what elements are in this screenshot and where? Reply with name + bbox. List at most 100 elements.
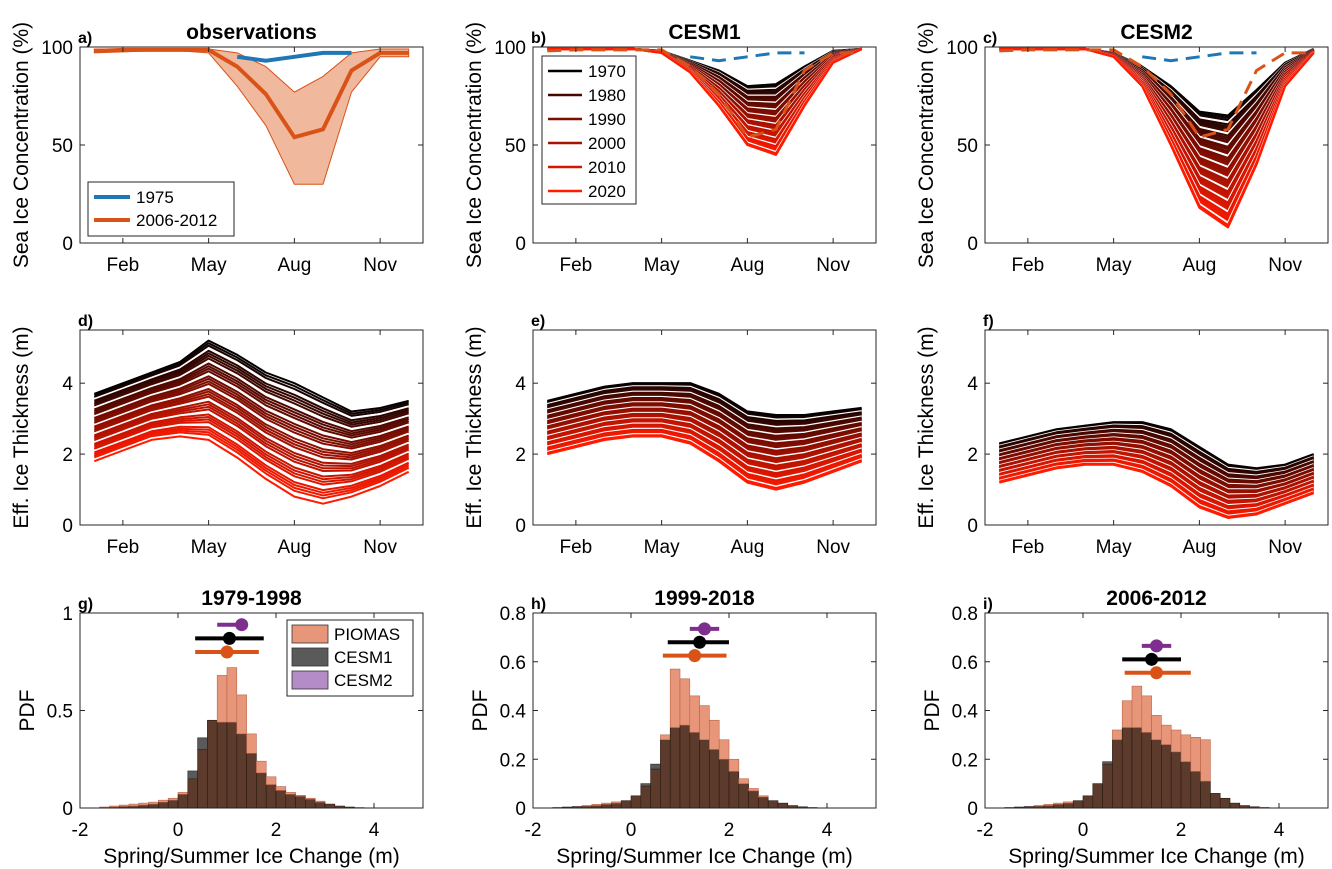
y-tick-label: 2 (967, 445, 978, 466)
hist-overlap-bar (630, 795, 642, 808)
hist-overlap-bar (660, 739, 671, 808)
hist-piomas-bar (1053, 802, 1064, 805)
panel-b: Feb May Aug Nov 0 50 100 CESM1 b) Sea Ice Concent… (463, 21, 877, 276)
hist-overlap-bar (216, 721, 228, 808)
ensemble-line-1986 (93, 357, 409, 428)
hist-overlap-bar (207, 719, 218, 808)
ensemble-line-2006 (93, 408, 410, 472)
hist-piomas-bar (1170, 729, 1182, 753)
hist-piomas-bar (1190, 737, 1201, 772)
y-axis-label: Eff. Ice Thickness (m) (10, 326, 33, 528)
hist-piomas-bar (660, 734, 671, 741)
hist-cesm1-bar (640, 783, 651, 787)
hist-overlap-bar (1161, 744, 1172, 808)
y-tick-label: 1 (62, 604, 73, 625)
ensemble-line-1999 (93, 390, 410, 457)
ensemble-line-2005 (93, 405, 410, 470)
y-axis-label: Sea Ice Concentration (%) (463, 22, 486, 268)
hist-piomas-bar (709, 719, 720, 750)
y-tick-label: 4 (967, 374, 978, 395)
hist-piomas-bar (738, 778, 749, 784)
x-tick-label: Feb (107, 537, 140, 558)
y-tick-label: 4 (515, 374, 526, 395)
x-tick-label: May (644, 537, 680, 558)
y-axis-label: Eff. Ice Thickness (m) (915, 326, 938, 528)
ensemble-line-1995 (93, 380, 410, 448)
ensemble-line-1987 (93, 360, 409, 430)
legend-label: 2020 (588, 182, 626, 201)
legend-box (541, 55, 637, 205)
ensemble-line-2015 (93, 429, 410, 497)
x-tick-label: May (1096, 255, 1132, 276)
x-tick-label: 2 (1176, 820, 1187, 841)
x-tick-label: Feb (1012, 537, 1045, 558)
ensemble-line-1998 (93, 388, 410, 454)
x-tick-label: Aug (277, 537, 311, 558)
hist-overlap-bar (1200, 780, 1211, 808)
panel-title: CESM2 (1120, 21, 1192, 44)
ensemble-line-2008 (93, 413, 410, 478)
legend-label: 2000 (588, 134, 626, 153)
y-tick-label: 0 (967, 799, 978, 820)
hist-piomas-bar (748, 788, 759, 792)
hist-piomas-bar (1043, 804, 1054, 806)
x-tick-label: May (191, 255, 227, 276)
hist-overlap-bar (1151, 739, 1162, 808)
panel-label: b) (531, 30, 546, 47)
y-tick-label: 0.6 (952, 653, 978, 674)
ensemble-line-1982 (93, 347, 409, 420)
hist-piomas-bar (314, 800, 326, 803)
hist-overlap-bar (718, 758, 730, 808)
y-tick-label: 0 (515, 799, 526, 820)
hist-overlap-bar (1229, 802, 1241, 808)
ensemble-line-1994 (93, 377, 410, 446)
y-tick-label: 100 (946, 38, 978, 59)
y-tick-label: 50 (957, 136, 978, 157)
x-tick-label: 0 (626, 820, 637, 841)
y-tick-label: 0 (515, 516, 526, 537)
x-tick-label: May (1096, 537, 1132, 558)
hist-overlap-bar (669, 727, 681, 808)
y-tick-label: 100 (41, 38, 73, 59)
y-tick-label: 0 (62, 234, 73, 255)
ensemble-line-1989 (93, 365, 409, 435)
reference-1975-dashed (689, 51, 805, 63)
ensemble-line-1993 (93, 375, 410, 444)
hist-overlap-bar (1190, 771, 1201, 808)
mean-marker-piomas (688, 649, 702, 663)
hist-piomas-bar (611, 801, 622, 804)
x-tick-label: May (644, 255, 680, 276)
hist-overlap-bar (1072, 800, 1084, 808)
hist-piomas-bar (275, 786, 287, 791)
y-tick-label: 0.8 (952, 604, 978, 625)
hist-overlap-bar (1219, 797, 1231, 808)
hist-piomas-bar (226, 667, 238, 723)
hist-overlap-bar (187, 778, 198, 808)
hist-overlap-bar (1053, 804, 1064, 808)
hist-overlap-bar (1082, 795, 1094, 808)
hist-overlap-bar (601, 804, 612, 808)
x-tick-label: 4 (369, 820, 380, 841)
ensemble-line-2020 (547, 435, 863, 491)
x-tick-label: Nov (816, 255, 850, 276)
range-shading (93, 48, 410, 185)
hist-overlap-bar (158, 801, 169, 808)
x-tick-label: Aug (1182, 537, 1216, 558)
legend: 1975 2006-2012 (87, 181, 235, 237)
y-tick-label: 2 (515, 445, 526, 466)
x-tick-label: -2 (72, 820, 89, 841)
hist-overlap-bar (689, 732, 700, 808)
ensemble-line-1985 (93, 354, 409, 426)
plot-area-g (99, 618, 365, 808)
x-tick-label: Aug (277, 255, 311, 276)
hist-overlap-bar (699, 739, 710, 808)
x-tick-label: Aug (730, 255, 764, 276)
hist-overlap-bar (709, 749, 720, 808)
x-tick-label: 4 (1274, 820, 1285, 841)
x-tick-label: Nov (816, 537, 850, 558)
hist-overlap-bar (285, 794, 296, 808)
axes-box (79, 329, 424, 526)
plot-area-i (1004, 639, 1270, 808)
hist-cesm1-bar (197, 737, 208, 750)
